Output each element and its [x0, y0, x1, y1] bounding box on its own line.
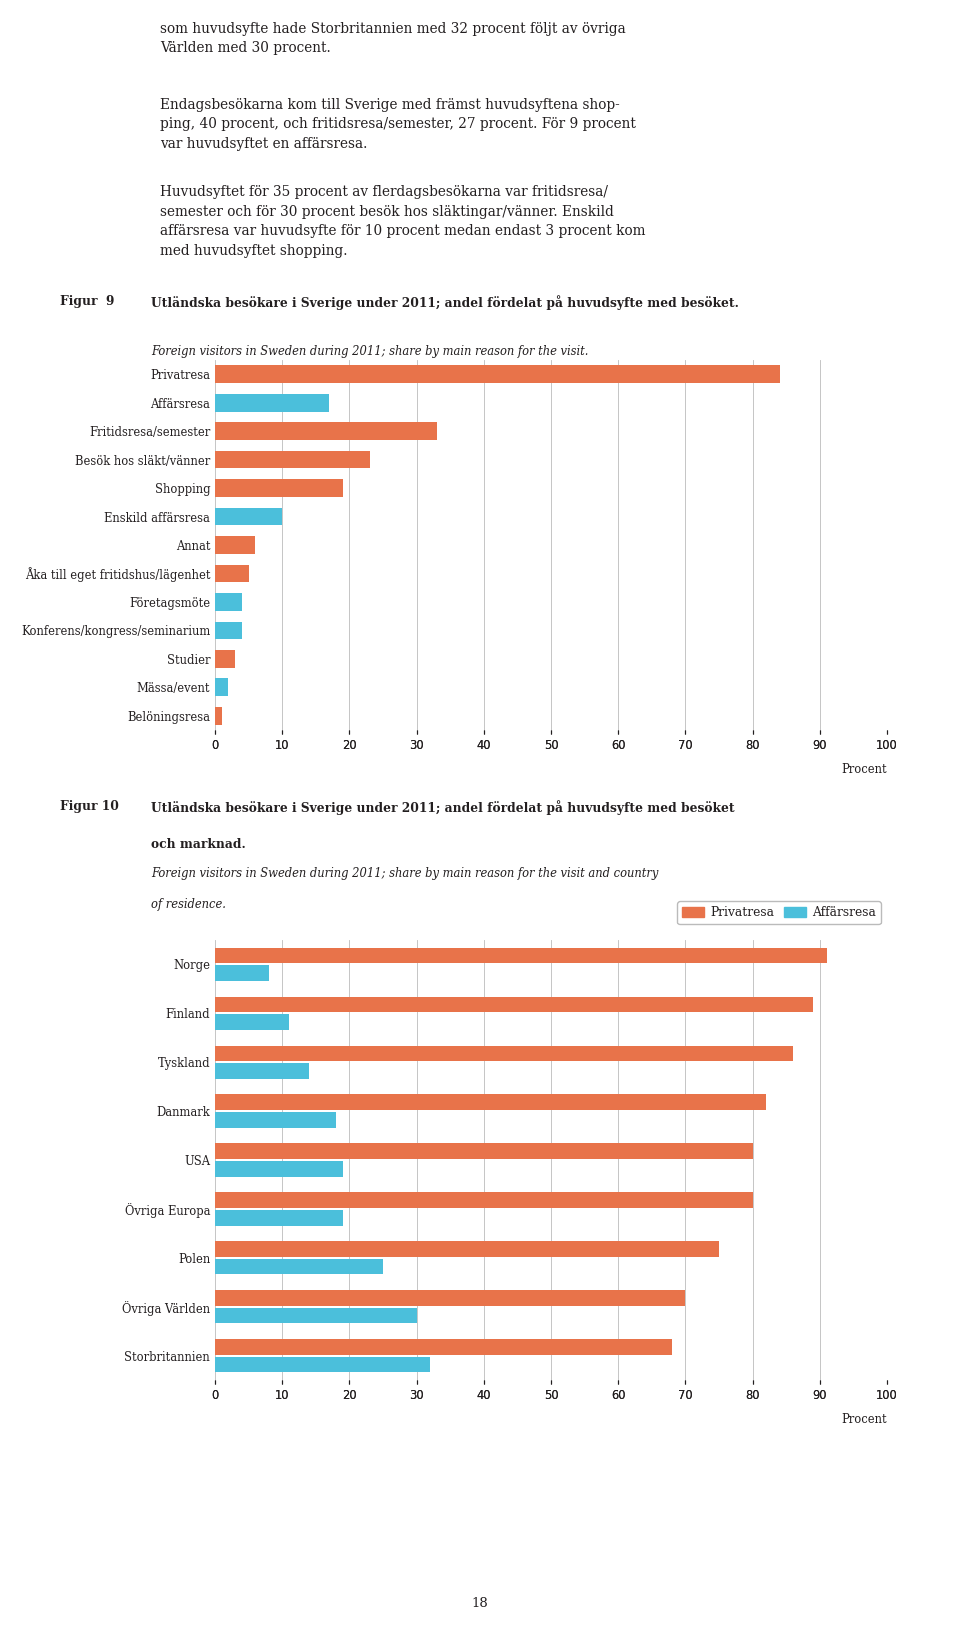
Bar: [215, 1094, 766, 1110]
Bar: [215, 594, 242, 610]
Bar: [215, 1143, 753, 1160]
Bar: [215, 1308, 417, 1323]
Bar: [215, 1046, 793, 1061]
Text: som huvudsyfte hade Storbritannien med 32 procent följt av övriga
Världen med 30: som huvudsyfte hade Storbritannien med 3…: [160, 21, 626, 56]
Bar: [215, 1209, 343, 1226]
Bar: [215, 451, 370, 469]
Text: Endagsbesökarna kom till Sverige med främst huvudsyftena shop-
ping, 40 procent,: Endagsbesökarna kom till Sverige med frä…: [160, 97, 636, 151]
Bar: [215, 622, 242, 640]
Text: Utländska besökare i Sverige under 2011; andel fördelat på huvudsyfte med besöke: Utländska besökare i Sverige under 2011;…: [151, 799, 734, 814]
Bar: [215, 997, 813, 1012]
Bar: [215, 707, 222, 724]
Bar: [215, 966, 269, 980]
Text: Figur 10: Figur 10: [60, 799, 119, 813]
Bar: [215, 1015, 289, 1030]
Text: Huvudsyftet för 35 procent av flerdagsbesökarna var fritidsresa/
semester och fö: Huvudsyftet för 35 procent av flerdagsbe…: [160, 186, 646, 258]
Bar: [215, 1290, 685, 1306]
Bar: [215, 1161, 343, 1176]
Bar: [215, 1193, 753, 1207]
Text: och marknad.: och marknad.: [151, 837, 246, 850]
Text: Foreign visitors in Sweden during 2011; share by main reason for the visit.: Foreign visitors in Sweden during 2011; …: [151, 344, 588, 357]
Text: Foreign visitors in Sweden during 2011; share by main reason for the visit and c: Foreign visitors in Sweden during 2011; …: [151, 867, 659, 880]
Bar: [215, 1357, 430, 1372]
Bar: [215, 650, 235, 668]
Bar: [215, 1063, 309, 1079]
Bar: [215, 479, 343, 497]
Text: Procent: Procent: [841, 1413, 887, 1426]
Text: of residence.: of residence.: [151, 898, 226, 911]
Bar: [215, 508, 282, 525]
Bar: [215, 393, 329, 411]
Text: Procent: Procent: [841, 763, 887, 776]
Bar: [215, 678, 228, 696]
Bar: [215, 1258, 383, 1275]
Bar: [215, 365, 780, 383]
Text: 18: 18: [471, 1597, 489, 1610]
Bar: [215, 423, 437, 439]
Bar: [215, 536, 255, 554]
Bar: [215, 1112, 336, 1128]
Bar: [215, 564, 249, 582]
Bar: [215, 1339, 672, 1354]
Text: Figur  9: Figur 9: [60, 294, 114, 308]
Bar: [215, 1242, 719, 1257]
Legend: Privatresa, Affärsresa: Privatresa, Affärsresa: [677, 901, 881, 924]
Text: Utländska besökare i Sverige under 2011; andel fördelat på huvudsyfte med besöke: Utländska besökare i Sverige under 2011;…: [151, 294, 739, 309]
Bar: [215, 948, 827, 964]
